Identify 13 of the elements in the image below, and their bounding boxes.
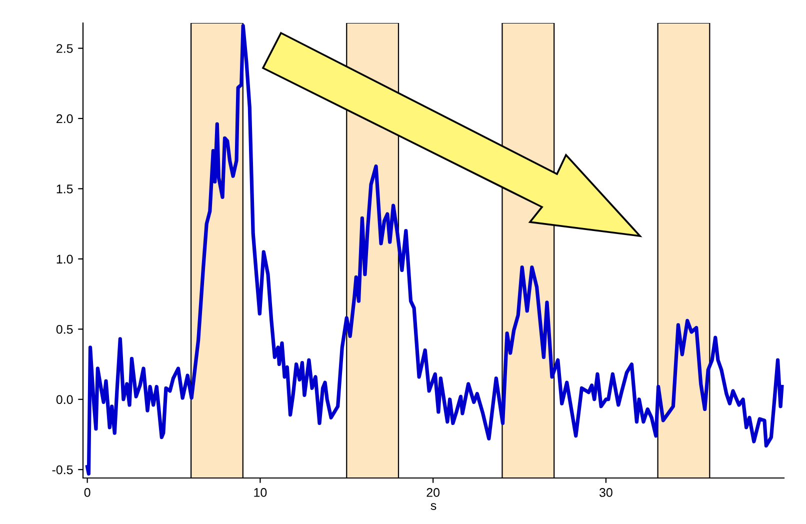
y-tick-label: 1.0 [56,254,73,264]
x-tick-label: 20 [426,488,440,497]
y-tick-label: 2.0 [56,114,73,124]
y-tick-label: -0.5 [52,465,73,474]
line-series [86,24,784,476]
y-tick-label: 1.5 [56,184,73,194]
x-axis-title: s [430,503,436,510]
x-tick-label: 10 [254,488,267,497]
y-tick-label: 0.5 [56,324,73,334]
x-tick-label: 0 [84,488,90,497]
y-tick-label: 2.5 [56,44,73,53]
y-tick-label: 0.0 [56,395,73,404]
x-tick-label: 30 [599,488,612,497]
